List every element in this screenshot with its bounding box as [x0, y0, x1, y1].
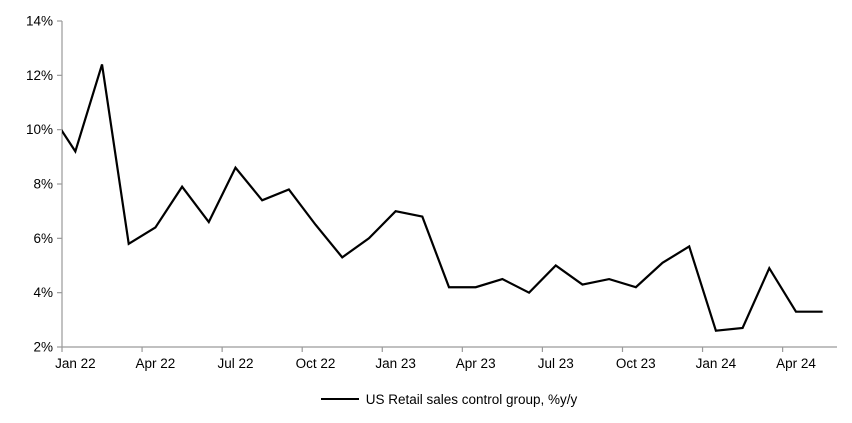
- legend-line-sample: [320, 398, 359, 400]
- y-axis-label: 14%: [26, 14, 53, 29]
- x-axis-label: Jan 24: [696, 356, 737, 371]
- x-axis-label: Jul 23: [538, 356, 574, 371]
- x-axis-label: Jan 22: [55, 356, 96, 371]
- x-axis-label: Apr 24: [776, 356, 816, 371]
- y-axis-label: 10%: [26, 122, 53, 137]
- y-axis-label: 8%: [33, 177, 53, 192]
- x-axis-label: Oct 22: [296, 356, 336, 371]
- y-axis-label: 4%: [33, 285, 53, 300]
- x-axis-label: Jul 22: [217, 356, 253, 371]
- x-axis-label: Apr 22: [136, 356, 176, 371]
- x-axis-label: Apr 23: [456, 356, 496, 371]
- y-axis-label: 2%: [33, 340, 53, 355]
- y-axis-label: 6%: [33, 231, 53, 246]
- y-axis-label: 12%: [26, 68, 53, 83]
- chart-legend: US Retail sales control group, %y/y: [62, 390, 836, 408]
- legend-label: US Retail sales control group, %y/y: [365, 391, 578, 407]
- x-axis-label: Oct 23: [616, 356, 656, 371]
- x-axis-label: Jan 23: [375, 356, 416, 371]
- series-line: [62, 64, 823, 332]
